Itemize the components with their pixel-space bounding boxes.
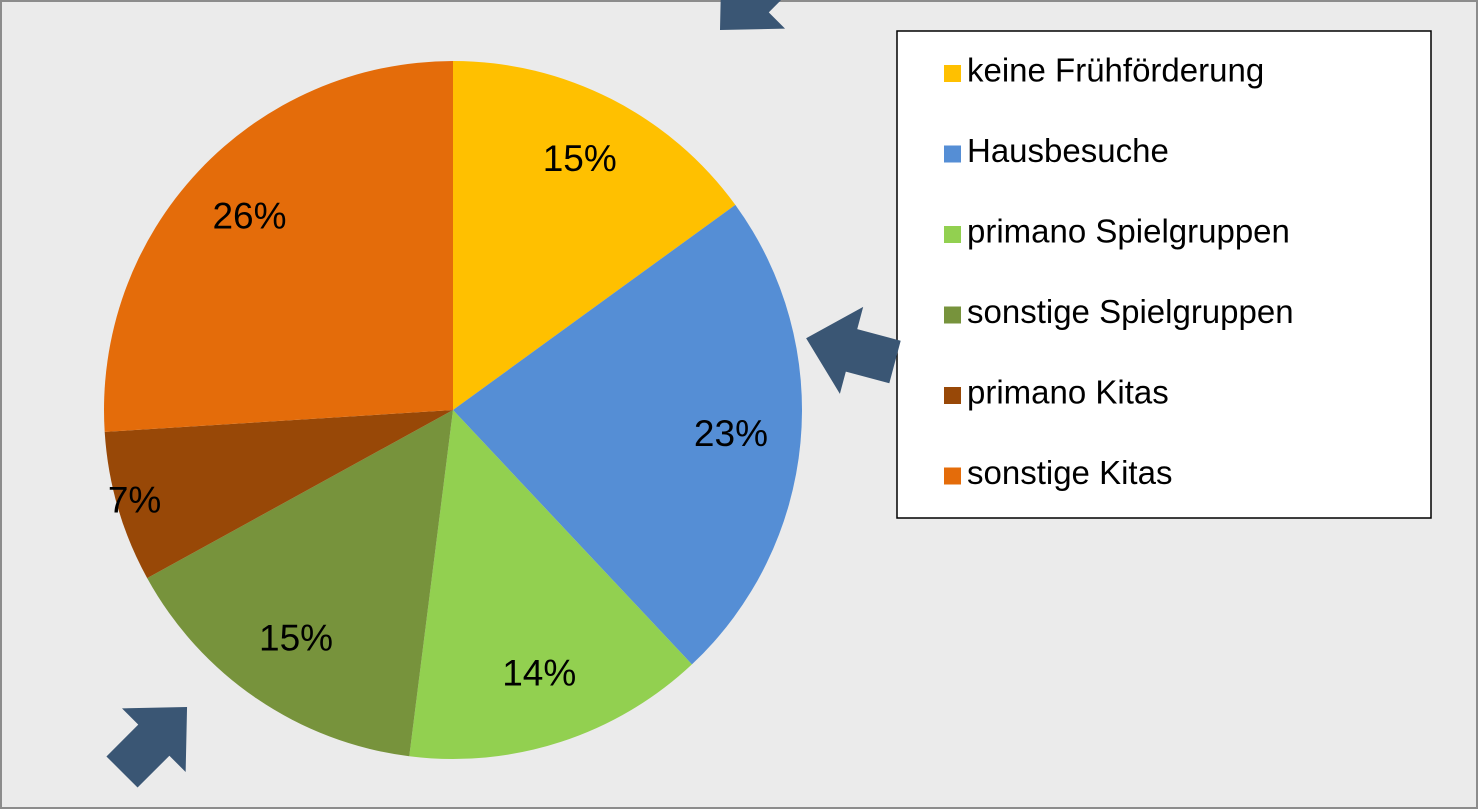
legend-swatch bbox=[944, 65, 961, 82]
legend-swatch bbox=[944, 306, 961, 324]
pie-slice bbox=[147, 410, 453, 757]
pie-slice bbox=[453, 204, 802, 665]
legend-label: primano Kitas bbox=[967, 374, 1169, 411]
legend-label: sonstige Spielgruppen bbox=[967, 293, 1294, 330]
data-label: 14% bbox=[502, 652, 576, 693]
legend-label: primano Spielgruppen bbox=[967, 213, 1290, 250]
data-label: 15% bbox=[259, 618, 333, 659]
data-label: 23% bbox=[694, 413, 768, 454]
data-label: 7% bbox=[108, 479, 161, 520]
legend-swatch bbox=[944, 467, 961, 485]
arrow bbox=[106, 706, 188, 788]
legend-swatch bbox=[944, 226, 961, 243]
legend-label: keine Frühförderung bbox=[967, 52, 1264, 89]
pie-slice bbox=[104, 410, 454, 579]
pie-slice bbox=[453, 61, 736, 410]
arrows bbox=[106, 0, 901, 788]
arrow bbox=[720, 0, 801, 30]
legend: keine Frühförderung Hausbesuche primano Sp… bbox=[944, 52, 1294, 491]
legend-label: Hausbesuche bbox=[967, 132, 1169, 169]
pie-slice bbox=[409, 410, 692, 760]
pie: 15% 23% 14% 15% 7% 26% bbox=[104, 61, 802, 760]
data-label: 15% bbox=[543, 138, 617, 179]
legend-swatch bbox=[944, 387, 961, 404]
pie-slice bbox=[104, 61, 453, 432]
legend-swatch bbox=[944, 145, 961, 163]
legend-box bbox=[896, 30, 1432, 519]
legend-label: sonstige Kitas bbox=[967, 454, 1172, 491]
arrow bbox=[806, 306, 901, 394]
data-label: 26% bbox=[212, 196, 286, 237]
